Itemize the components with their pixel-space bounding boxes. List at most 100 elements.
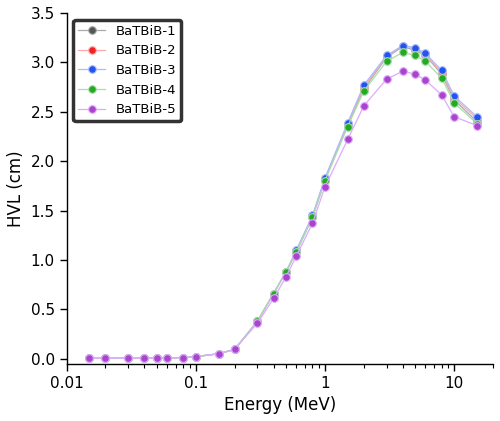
BaTBiB-5 [438,93,444,98]
BaTBiB-3 [283,269,289,274]
BaTBiB-3 [474,114,480,119]
BaTBiB-4 [142,356,148,361]
BaTBiB-4 [254,319,260,324]
BaTBiB-4 [344,124,350,129]
BaTBiB-5 [154,356,160,361]
BaTBiB-4 [400,50,406,55]
BaTBiB-4 [474,121,480,126]
BaTBiB-5 [412,72,418,77]
BaTBiB-3 [438,68,444,73]
BaTBiB-2 [294,248,300,253]
BaTBiB-1 [142,356,148,361]
BaTBiB-3 [142,356,148,361]
BaTBiB-2 [180,355,186,360]
BaTBiB-5 [344,137,350,142]
BaTBiB-1 [451,97,457,102]
BaTBiB-5 [474,123,480,128]
BaTBiB-2 [154,356,160,361]
BaTBiB-3 [86,356,92,361]
BaTBiB-1 [216,351,222,356]
Legend: BaTBiB-1, BaTBiB-2, BaTBiB-3, BaTBiB-4, BaTBiB-5: BaTBiB-1, BaTBiB-2, BaTBiB-3, BaTBiB-4, … [73,19,182,122]
BaTBiB-5 [193,354,199,359]
Line: BaTBiB-1: BaTBiB-1 [86,43,480,362]
BaTBiB-4 [412,53,418,58]
BaTBiB-1 [412,48,418,53]
BaTBiB-1 [102,356,108,361]
BaTBiB-1 [232,347,237,352]
BaTBiB-3 [102,356,108,361]
BaTBiB-4 [102,356,108,361]
BaTBiB-2 [193,354,199,359]
BaTBiB-3 [232,347,237,352]
BaTBiB-2 [283,269,289,274]
BaTBiB-2 [86,356,92,361]
BaTBiB-4 [361,88,367,93]
BaTBiB-1 [154,356,160,361]
BaTBiB-1 [310,215,316,220]
BaTBiB-5 [283,274,289,279]
BaTBiB-4 [294,250,300,255]
BaTBiB-4 [451,100,457,105]
BaTBiB-2 [474,116,480,121]
BaTBiB-1 [180,355,186,360]
BaTBiB-1 [322,177,328,182]
BaTBiB-3 [322,176,328,181]
BaTBiB-2 [322,176,328,181]
BaTBiB-5 [102,356,108,361]
BaTBiB-5 [216,351,222,356]
BaTBiB-5 [384,77,390,82]
BaTBiB-5 [86,356,92,361]
BaTBiB-1 [361,86,367,91]
BaTBiB-5 [422,77,428,83]
BaTBiB-4 [180,355,186,360]
BaTBiB-5 [361,103,367,108]
BaTBiB-5 [451,114,457,119]
Y-axis label: HVL (cm): HVL (cm) [7,150,25,226]
BaTBiB-5 [310,221,316,226]
BaTBiB-5 [400,69,406,74]
BaTBiB-3 [193,354,199,359]
BaTBiB-3 [254,319,260,324]
BaTBiB-5 [322,184,328,189]
BaTBiB-2 [361,85,367,90]
BaTBiB-1 [474,119,480,124]
BaTBiB-3 [384,53,390,58]
BaTBiB-4 [384,59,390,64]
BaTBiB-2 [164,355,170,360]
BaTBiB-2 [422,52,428,57]
BaTBiB-4 [154,356,160,361]
BaTBiB-3 [270,291,276,296]
BaTBiB-3 [412,45,418,50]
BaTBiB-2 [310,214,316,219]
BaTBiB-5 [164,355,170,360]
BaTBiB-4 [438,76,444,81]
BaTBiB-3 [310,213,316,218]
BaTBiB-5 [232,347,237,352]
Line: BaTBiB-3: BaTBiB-3 [86,42,480,362]
BaTBiB-1 [344,122,350,127]
BaTBiB-2 [400,43,406,48]
BaTBiB-1 [270,291,276,296]
BaTBiB-3 [294,248,300,253]
BaTBiB-4 [193,354,199,359]
BaTBiB-5 [142,356,148,361]
BaTBiB-5 [294,253,300,258]
BaTBiB-2 [216,351,222,356]
BaTBiB-2 [412,46,418,51]
BaTBiB-3 [422,51,428,56]
BaTBiB-3 [180,355,186,360]
Line: BaTBiB-4: BaTBiB-4 [86,49,480,362]
BaTBiB-1 [283,269,289,274]
BaTBiB-4 [232,347,237,352]
BaTBiB-2 [438,70,444,75]
BaTBiB-1 [294,250,300,255]
BaTBiB-3 [164,355,170,360]
BaTBiB-3 [125,356,131,361]
BaTBiB-2 [270,291,276,296]
BaTBiB-4 [322,179,328,184]
BaTBiB-4 [283,269,289,274]
BaTBiB-1 [193,354,199,359]
BaTBiB-4 [125,356,131,361]
BaTBiB-3 [451,93,457,99]
BaTBiB-2 [125,356,131,361]
